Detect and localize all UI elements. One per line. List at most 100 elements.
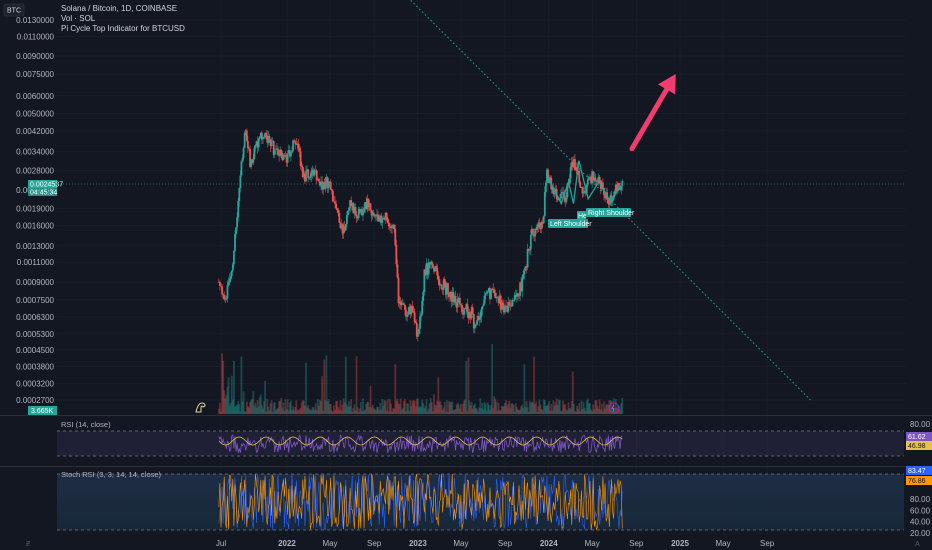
volume-bar	[369, 385, 372, 414]
candle-body	[430, 261, 433, 265]
volume-bar	[421, 399, 424, 414]
candle-body	[558, 198, 561, 200]
head-label[interactable]	[577, 211, 586, 220]
volume-bar	[464, 399, 467, 414]
volume-bar	[498, 409, 501, 414]
volume-bar	[343, 402, 346, 414]
legend-title[interactable]: Solana / Bitcoin, 1D, COINBASE	[61, 4, 177, 13]
auto-scale-icon[interactable]: A	[915, 541, 920, 548]
candle-body	[404, 304, 406, 310]
candle-body	[529, 234, 532, 250]
volume-bar	[621, 398, 624, 414]
volume-bar	[574, 410, 576, 414]
candle-body	[513, 295, 516, 301]
volume-bar	[242, 391, 245, 414]
volume-bar	[314, 403, 317, 414]
candle-body	[571, 162, 574, 168]
volume-bar	[443, 401, 446, 414]
candle-body	[390, 227, 392, 229]
candle-body	[323, 182, 326, 190]
volume-bar	[441, 410, 444, 414]
candle-body	[612, 196, 615, 200]
legend-volume[interactable]: Vol · SOL	[61, 14, 96, 23]
volume-bar	[426, 411, 429, 414]
volume-bar	[239, 411, 242, 414]
candle-body	[292, 140, 294, 151]
lightning-icon[interactable]	[608, 402, 620, 414]
volume-bar	[546, 405, 548, 414]
volume-bar	[407, 403, 410, 414]
candle-body	[281, 153, 284, 160]
candle-body	[562, 192, 564, 193]
candle-body	[324, 182, 327, 190]
volume-bar	[244, 411, 247, 414]
volume-bar	[288, 402, 291, 414]
volume-bar	[380, 410, 383, 414]
candle-body	[406, 314, 409, 317]
arrow-annotation[interactable]	[629, 73, 676, 152]
volume-bar	[283, 410, 286, 414]
volume-bar	[446, 400, 448, 414]
dino-icon[interactable]	[195, 402, 206, 413]
candle-body	[446, 283, 448, 295]
candle-body	[294, 141, 297, 144]
volume-bar	[501, 406, 504, 414]
volume-bar	[392, 408, 395, 414]
price-axis[interactable]: 0.0130000 0.0110000 0.0090000 0.0075000 0.00…	[16, 16, 54, 405]
price-tick-label: 0.0003200	[16, 379, 54, 388]
candle-body	[504, 305, 506, 313]
volume-bar	[282, 402, 285, 414]
time-axis[interactable]: Jul 2022 May Sep 2023 May Sep 2024 May Sep 2025 May…	[216, 539, 775, 548]
candle-body	[524, 266, 527, 271]
volume-bar	[347, 406, 349, 414]
candle-body	[240, 161, 243, 176]
volume-bar	[511, 403, 514, 414]
candle-body	[611, 199, 614, 202]
stoch-k-text: 83.47	[908, 468, 926, 475]
volume-bar	[377, 407, 379, 414]
candle-body	[339, 222, 342, 229]
candle-body	[314, 170, 317, 172]
left-shoulder-label[interactable]	[548, 219, 588, 228]
candle-body	[473, 325, 476, 329]
candle-body	[443, 279, 446, 287]
rsi-title[interactable]: RSI (14, close)	[61, 420, 111, 429]
volume-bar	[271, 411, 274, 414]
right-shoulder-label[interactable]	[586, 208, 631, 217]
candle-body	[351, 203, 354, 206]
volume-bar	[423, 408, 426, 414]
candle-body	[531, 228, 533, 235]
volume-bar	[469, 404, 472, 414]
volume-bar	[256, 400, 259, 414]
candle-body	[366, 198, 369, 210]
stoch-title[interactable]: Stoch RSI (3, 3, 14, 14, close)	[61, 470, 162, 479]
volume-bar	[536, 411, 539, 414]
volume-bar	[371, 404, 374, 414]
volume-bar	[437, 377, 440, 414]
candle-body	[598, 176, 601, 181]
candle-body	[234, 234, 236, 251]
volume-bar	[336, 400, 339, 414]
volume-bar	[372, 408, 375, 414]
candle-body	[485, 292, 488, 294]
volume-bar	[542, 399, 545, 414]
head-shoulders-pattern[interactable]	[545, 160, 622, 206]
volume-bar	[390, 403, 392, 414]
candle-body	[333, 201, 335, 202]
candle-body	[255, 141, 258, 146]
volume-bar	[507, 403, 510, 414]
volume-bar	[255, 407, 258, 414]
volume-bar	[325, 355, 328, 414]
volume-bar	[326, 401, 329, 414]
volume-bar	[452, 410, 455, 414]
legend-indicator[interactable]: Pi Cycle Top Indicator for BTCUSD	[61, 24, 185, 33]
tradingview-logo-icon[interactable]: Ƶ	[26, 541, 31, 548]
candle-body	[518, 295, 520, 297]
symbol-badge[interactable]	[3, 3, 25, 17]
volume-bar	[547, 404, 549, 414]
price-tick-label: 0.0004500	[16, 346, 54, 355]
volume-bar	[564, 403, 567, 414]
volume-bar	[222, 360, 225, 414]
volume-bar	[487, 404, 490, 414]
volume-bar	[454, 409, 457, 414]
